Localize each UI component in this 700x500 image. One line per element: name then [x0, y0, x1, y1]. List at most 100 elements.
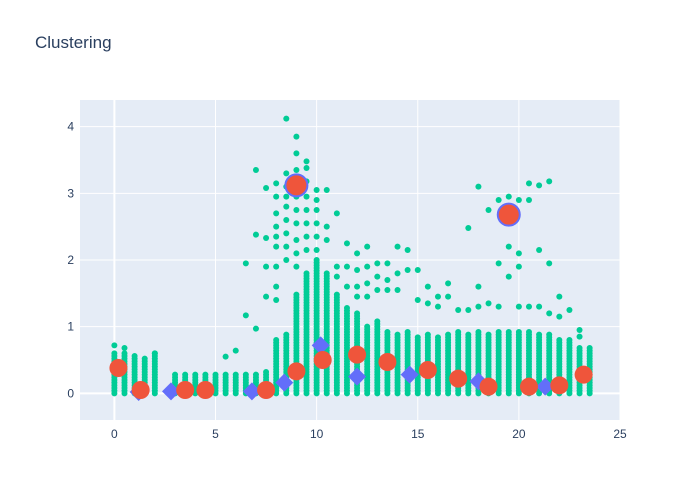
data-point [111, 350, 118, 357]
data-point [303, 207, 310, 213]
centroid-marker [418, 361, 437, 379]
data-point [273, 263, 280, 270]
data-point [455, 329, 462, 335]
x-tick-label: 15 [411, 427, 425, 441]
data-point [505, 193, 512, 200]
centroid-marker [257, 381, 276, 399]
data-point [354, 267, 361, 273]
data-point [192, 371, 199, 378]
data-point [495, 329, 502, 335]
centroid-marker [400, 365, 419, 384]
data-point [232, 371, 239, 378]
data-point [465, 331, 472, 338]
data-point [576, 327, 583, 333]
data-point [414, 267, 421, 273]
data-point [414, 334, 421, 341]
data-point [536, 303, 543, 310]
data-point [313, 247, 320, 253]
data-point [354, 310, 361, 317]
centroid-marker [131, 381, 150, 399]
data-point [354, 293, 361, 300]
data-point [263, 293, 270, 300]
data-point [323, 223, 330, 230]
data-point [293, 250, 300, 257]
data-point [384, 260, 391, 267]
data-point [505, 329, 512, 335]
data-point [515, 329, 522, 335]
data-point [556, 337, 563, 343]
x-tick-label: 25 [613, 427, 627, 441]
data-point [404, 247, 411, 253]
data-point [273, 297, 280, 303]
data-point [333, 291, 340, 298]
data-point [323, 270, 330, 277]
data-point [141, 355, 148, 362]
data-point [283, 243, 290, 250]
data-point [343, 283, 350, 290]
data-point [445, 331, 452, 338]
data-point [222, 353, 229, 360]
centroid-marker [287, 362, 306, 381]
data-point [222, 371, 229, 378]
data-point [556, 293, 563, 300]
data-point [263, 369, 270, 375]
data-point [546, 178, 553, 185]
data-point [323, 187, 330, 193]
data-point [273, 180, 280, 187]
data-point [556, 313, 563, 320]
data-point [283, 331, 290, 338]
data-point [546, 310, 553, 317]
data-point [131, 353, 138, 359]
data-point [384, 329, 391, 335]
centroid-marker [449, 369, 468, 388]
data-point [263, 185, 270, 191]
y-tick-label: 4 [67, 120, 74, 134]
data-point [354, 250, 361, 257]
y-axis-ticks: 0 1 2 3 4 [67, 120, 74, 401]
data-point [303, 158, 310, 165]
centroid-marker [550, 376, 569, 395]
data-point [515, 197, 522, 203]
data-point [293, 291, 300, 298]
data-point [536, 331, 543, 338]
data-point [313, 187, 320, 193]
y-tick-label: 0 [67, 386, 74, 400]
x-tick-label: 20 [512, 427, 526, 441]
data-point [283, 230, 290, 237]
data-point [242, 260, 249, 267]
data-point [293, 220, 300, 227]
data-point [485, 331, 492, 338]
data-point [172, 371, 179, 378]
data-point [586, 345, 593, 351]
data-point [374, 260, 381, 267]
data-point [364, 280, 371, 287]
data-point [455, 307, 462, 313]
data-point [445, 293, 452, 300]
data-point [151, 350, 158, 357]
data-point [566, 307, 573, 313]
data-point [364, 293, 371, 300]
data-point [313, 197, 320, 203]
data-point [273, 223, 280, 230]
data-point [354, 283, 361, 290]
data-point [475, 329, 482, 335]
data-point [374, 318, 381, 325]
centroid-marker [348, 345, 367, 364]
data-point [525, 329, 532, 335]
centroid-marker [479, 377, 498, 396]
data-point [263, 235, 270, 241]
data-point [121, 345, 128, 351]
data-point [505, 243, 512, 250]
data-point [212, 371, 219, 378]
data-point [283, 115, 290, 122]
data-point [566, 337, 573, 343]
data-point [475, 283, 482, 290]
data-point [232, 347, 239, 354]
data-point [495, 197, 502, 203]
data-point [313, 207, 320, 213]
data-point [303, 247, 310, 253]
data-point [495, 303, 502, 310]
data-point [313, 257, 320, 263]
centroid-marker [313, 351, 332, 369]
